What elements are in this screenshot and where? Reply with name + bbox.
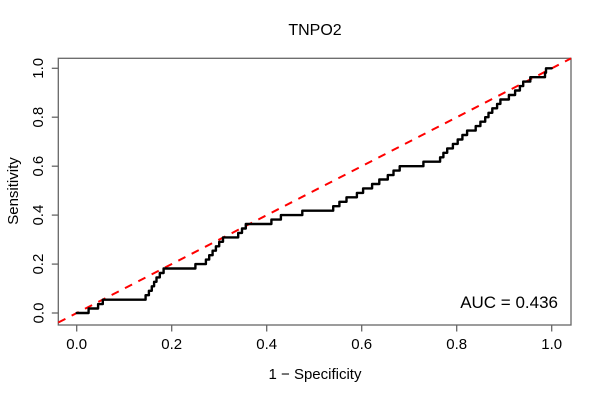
x-axis-title: 1 − Specificity (268, 366, 362, 383)
x-tick-label: 0.2 (161, 336, 182, 353)
x-tick-label: 0.6 (351, 336, 372, 353)
y-tick-label: 0.6 (30, 156, 47, 177)
y-tick-label: 0.0 (30, 303, 47, 324)
x-tick-label: 0.8 (446, 336, 467, 353)
y-tick-label: 1.0 (30, 58, 47, 79)
y-tick-label: 0.8 (30, 107, 47, 128)
x-tick-label: 0.4 (256, 336, 277, 353)
y-tick-label: 0.2 (30, 254, 47, 275)
plot-box (57, 57, 572, 326)
chance-diagonal-line (57, 57, 572, 324)
y-tick-label: 0.4 (30, 205, 47, 226)
chart-title: TNPO2 (288, 22, 342, 39)
auc-annotation: AUC = 0.436 (460, 293, 558, 312)
roc-curve-path (75, 67, 553, 315)
y-axis-title: Sensitivity (5, 157, 22, 225)
x-tick-label: 0.0 (66, 336, 87, 353)
x-tick-label: 1.0 (541, 336, 562, 353)
